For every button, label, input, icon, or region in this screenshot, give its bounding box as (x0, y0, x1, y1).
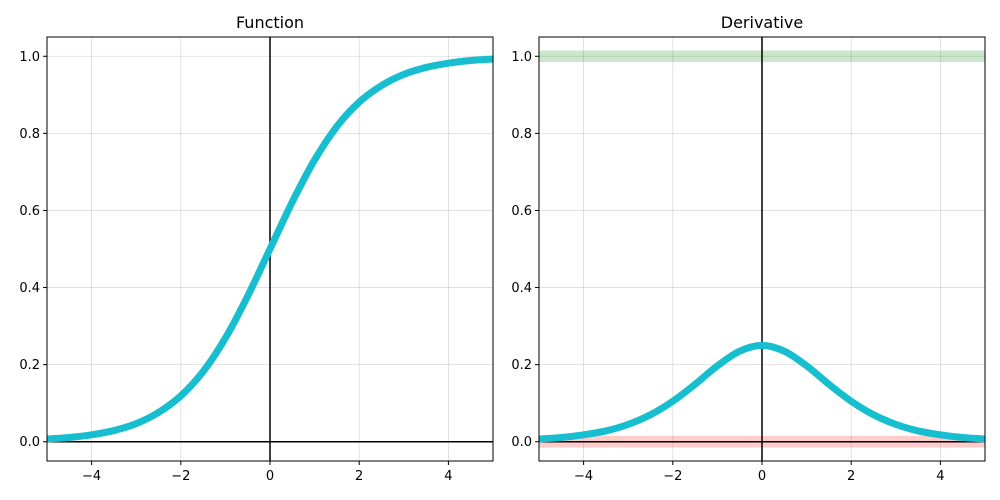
y-tick-label: 0.0 (19, 435, 40, 450)
chart-title: Derivative (721, 13, 804, 32)
x-tick-label: −2 (663, 469, 682, 484)
y-tick-label: 1.0 (511, 50, 532, 65)
x-tick-label: 0 (758, 469, 766, 484)
x-tick-label: −4 (82, 469, 101, 484)
y-tick-label: 0.6 (19, 204, 40, 219)
y-tick-label: 0.6 (511, 204, 532, 219)
x-tick-label: −2 (171, 469, 190, 484)
function-chart: −4 −2 0 2 4 0.0 0.2 0.4 0.6 0.8 1.0 Function (19, 13, 494, 484)
x-tick-label: −4 (574, 469, 593, 484)
series-line (47, 55, 493, 443)
x-tick-label: 2 (355, 469, 363, 484)
derivative-chart: −4 −2 0 2 4 0.0 0.2 0.4 0.6 0.8 1.0 Derivative (511, 13, 986, 484)
chart-title: Function (236, 13, 304, 32)
y-tick-label: 0.4 (511, 281, 532, 296)
x-tick-label: 4 (444, 469, 452, 484)
x-tick-label: 2 (847, 469, 855, 484)
y-tick-label: 0.2 (19, 358, 40, 373)
x-tick-label: 4 (936, 469, 944, 484)
y-tick-label: 0.2 (511, 358, 532, 373)
series-line (539, 341, 985, 443)
y-tick-label: 1.0 (19, 50, 40, 65)
y-tick-label: 0.8 (511, 127, 532, 142)
y-tick-label: 0.0 (511, 435, 532, 450)
y-tick-label: 0.4 (19, 281, 40, 296)
x-tick-label: 0 (266, 469, 274, 484)
y-tick-label: 0.8 (19, 127, 40, 142)
